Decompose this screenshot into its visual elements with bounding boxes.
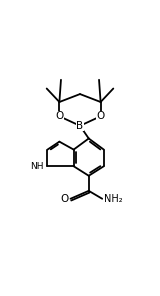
Text: O: O <box>61 194 69 204</box>
Text: O: O <box>96 111 105 121</box>
Text: NH₂: NH₂ <box>104 194 122 204</box>
Text: NH: NH <box>30 162 44 171</box>
Text: O: O <box>55 111 64 121</box>
Text: B: B <box>76 121 84 131</box>
